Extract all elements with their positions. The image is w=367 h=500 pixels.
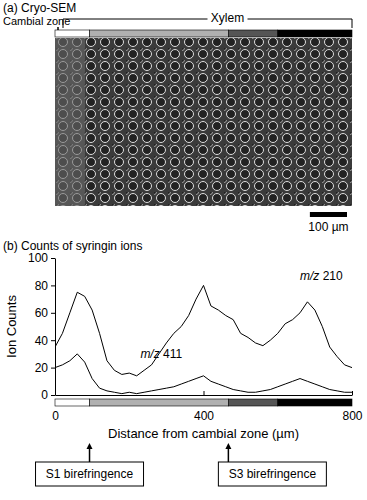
- x-tick-mark: [352, 391, 353, 395]
- annotation-arrow: [89, 447, 91, 462]
- x-tick: 800: [342, 391, 362, 423]
- figure: (a) Cryo-SEMCambial zone Xylem 100 µm (b) C…: [0, 0, 367, 500]
- zone: [90, 30, 229, 37]
- series-line: [55, 354, 352, 394]
- y-tick-label: 100: [28, 251, 48, 265]
- scale-bar: [310, 212, 347, 217]
- zone: [55, 30, 90, 37]
- annotation-text: S3 birefringence: [229, 467, 317, 481]
- y-tick: 0: [41, 388, 55, 402]
- zone-bar-top: [55, 30, 352, 37]
- y-tick-mark: [51, 285, 55, 286]
- zone: [228, 399, 277, 406]
- zone-bar-bottom: [55, 399, 352, 406]
- y-tick: 80: [35, 279, 55, 293]
- x-tick: 400: [194, 391, 214, 423]
- y-tick: 60: [35, 306, 55, 320]
- annotation-box: [218, 462, 326, 486]
- y-tick-label: 0: [41, 388, 48, 402]
- cambial-label: Cambial zone: [3, 15, 70, 27]
- y-tick: 40: [35, 334, 55, 348]
- y-tick-mark: [51, 258, 55, 259]
- y-axis: 0 20 40 60 80 100: [28, 251, 56, 402]
- x-tick-label: 400: [194, 409, 214, 423]
- y-tick-label: 20: [35, 361, 49, 375]
- x-axis-line: [56, 395, 353, 396]
- y-tick: 20: [35, 361, 55, 375]
- lines: [55, 285, 352, 393]
- sem-cambial: [55, 38, 85, 206]
- y-tick-label: 40: [35, 334, 49, 348]
- xylem-label-bg: [208, 10, 248, 24]
- x-tick-label: 0: [52, 409, 59, 423]
- zone: [55, 399, 90, 406]
- annotation-arrowhead: [87, 443, 93, 449]
- y-tick-mark: [51, 368, 55, 369]
- y-tick-label: 80: [35, 279, 49, 293]
- zone: [90, 399, 229, 406]
- series-line: [55, 285, 352, 375]
- zone: [228, 30, 277, 37]
- annotation-box: [36, 462, 144, 486]
- y-tick-mark: [51, 313, 55, 314]
- y-axis-title: Ion Counts: [4, 295, 19, 358]
- annotation-text: S1 birefringence: [46, 467, 134, 481]
- panel-a-label: (a) Cryo-SEM: [3, 1, 76, 15]
- xylem-label: Xylem: [211, 11, 244, 25]
- x-tick-label: 800: [342, 409, 362, 423]
- y-tick-mark: [51, 340, 55, 341]
- y-tick: 100: [28, 251, 55, 265]
- sem-image: [55, 38, 352, 206]
- zone: [278, 399, 352, 406]
- y-tick-mark: [51, 395, 55, 396]
- zone: [278, 30, 352, 37]
- x-axis-title: Distance from cambial zone (µm): [108, 426, 299, 441]
- chart-title: (b) Counts of syringin ions: [3, 239, 142, 253]
- y-tick-label: 60: [35, 306, 49, 320]
- series-label: m/z 411: [140, 347, 182, 361]
- series-label: m/z 210: [300, 269, 343, 283]
- scale-bar-label: 100 µm: [308, 220, 348, 234]
- annotation-arrow: [228, 447, 230, 462]
- x-axis: 0 400 800: [52, 391, 363, 423]
- annotation-arrowhead: [225, 443, 231, 449]
- x-tick-mark: [204, 391, 205, 395]
- y-axis-line: [55, 259, 56, 396]
